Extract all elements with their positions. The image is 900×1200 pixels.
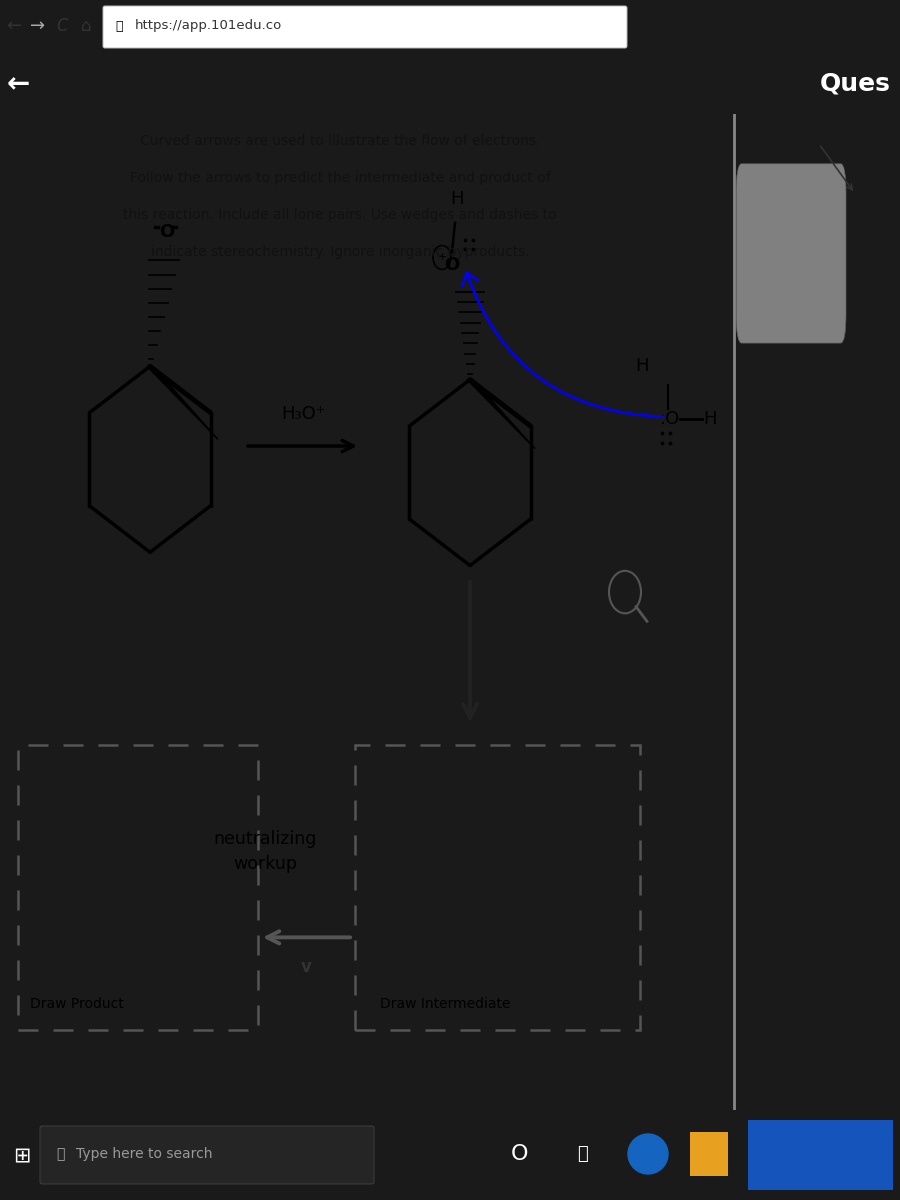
Text: H₃O⁺: H₃O⁺ — [281, 406, 325, 424]
Bar — [355, 745, 640, 1031]
FancyBboxPatch shape — [690, 1132, 728, 1176]
FancyBboxPatch shape — [103, 6, 627, 48]
Text: H: H — [635, 358, 649, 376]
Text: ←: ← — [6, 70, 30, 98]
Text: H: H — [450, 190, 464, 208]
Text: neutralizing
workup: neutralizing workup — [213, 829, 317, 872]
Text: O: O — [159, 223, 175, 241]
Text: C: C — [56, 17, 68, 35]
Text: ←: ← — [6, 17, 22, 35]
Text: ⌂: ⌂ — [81, 17, 91, 35]
Text: O: O — [445, 257, 460, 275]
Text: 国: 国 — [578, 1145, 589, 1163]
Bar — [18, 745, 258, 1031]
Text: Draw Product: Draw Product — [30, 997, 124, 1010]
Text: +: + — [437, 252, 446, 263]
Text: indicate stereochemistry. Ignore inorganic byproducts.: indicate stereochemistry. Ignore inorgan… — [150, 245, 529, 259]
Text: this reaction. Include all lone pairs. Use wedges and dashes to: this reaction. Include all lone pairs. U… — [123, 208, 557, 222]
Text: e: e — [643, 1145, 653, 1163]
Text: Type here to search: Type here to search — [76, 1147, 212, 1162]
Text: →: → — [31, 17, 46, 35]
FancyBboxPatch shape — [736, 164, 846, 343]
Text: H: H — [703, 410, 716, 428]
Text: ⊞: ⊞ — [14, 1145, 31, 1165]
FancyArrowPatch shape — [463, 272, 663, 416]
Text: v: v — [301, 958, 311, 976]
FancyBboxPatch shape — [748, 1120, 893, 1190]
Polygon shape — [467, 379, 535, 449]
Text: O: O — [511, 1144, 529, 1164]
Text: Draw Intermediate: Draw Intermediate — [380, 997, 510, 1010]
Text: Follow the arrows to predict the intermediate and product of: Follow the arrows to predict the interme… — [130, 170, 551, 185]
Text: https://app.101edu.co: https://app.101edu.co — [135, 19, 283, 32]
Text: :O: :O — [660, 410, 680, 428]
Text: 🔍: 🔍 — [56, 1147, 65, 1162]
Text: Curved arrows are used to illustrate the flow of electrons.: Curved arrows are used to illustrate the… — [140, 133, 540, 148]
FancyBboxPatch shape — [40, 1126, 374, 1184]
Text: 🔒: 🔒 — [115, 19, 122, 32]
Circle shape — [628, 1134, 668, 1174]
Text: Ques: Ques — [820, 72, 890, 96]
Polygon shape — [147, 366, 218, 439]
